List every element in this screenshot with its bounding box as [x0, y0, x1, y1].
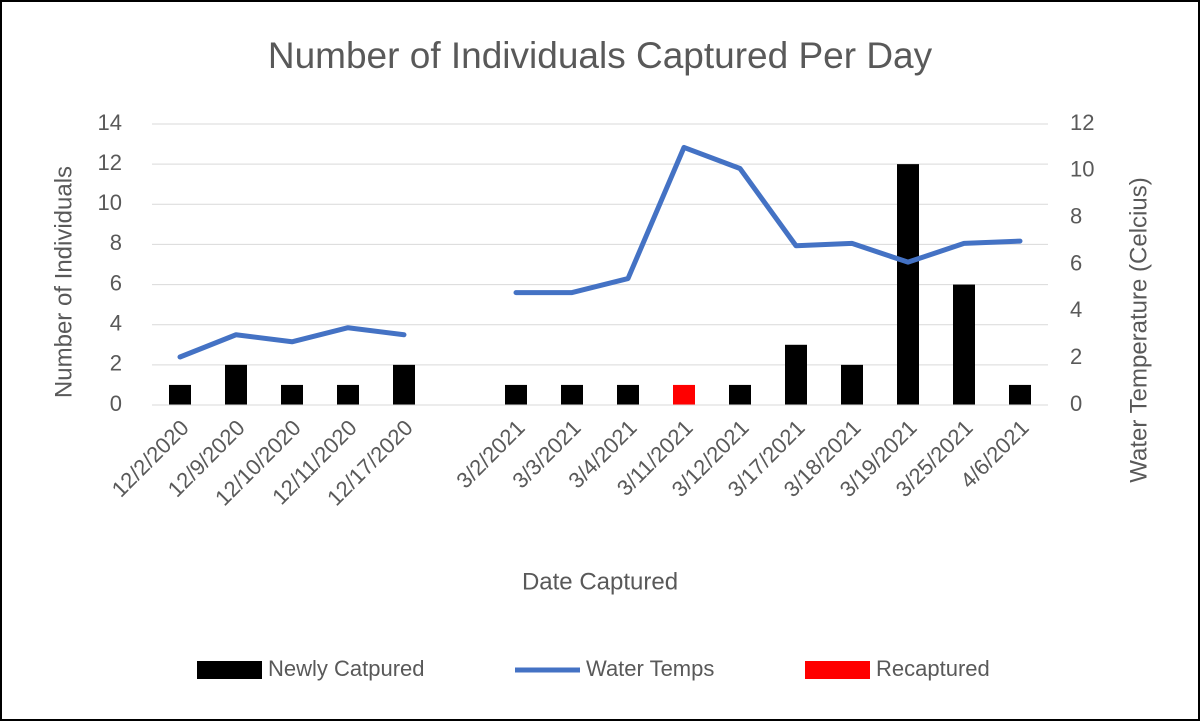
y2-tick-label: 0: [1070, 391, 1082, 416]
bar: [225, 364, 247, 405]
bar: [337, 384, 359, 405]
bar: [785, 344, 807, 405]
line: [177, 144, 1023, 360]
bar: [729, 384, 751, 405]
y-tick-label: 6: [110, 270, 122, 295]
legend-marker: [197, 661, 262, 679]
bar: [1009, 384, 1031, 405]
chart-title: Number of Individuals Captured Per Day: [268, 35, 933, 76]
bar: [953, 284, 975, 405]
bar: [169, 384, 191, 405]
y-tick-label: 12: [98, 150, 122, 175]
bar: [617, 384, 639, 405]
legend-label: Newly Catpured: [268, 656, 425, 681]
y-tick-label: 14: [98, 110, 122, 135]
y-tick-label: 2: [110, 351, 122, 376]
bar: [281, 384, 303, 405]
x-axis-title: Date Captured: [522, 568, 678, 595]
y-tick-label: 0: [110, 391, 122, 416]
bar: [393, 364, 415, 405]
legend-marker: [805, 661, 870, 679]
bar: [505, 384, 527, 405]
y-tick-label: 8: [110, 230, 122, 255]
y2-tick-label: 4: [1070, 297, 1082, 322]
bar: [897, 164, 919, 405]
legend-label: Water Temps: [586, 656, 714, 681]
y2-axis-title: Water Temperature (Celcius): [1125, 177, 1152, 482]
y2-tick-label: 2: [1070, 344, 1082, 369]
bar: [561, 384, 583, 405]
y2-tick-label: 10: [1070, 157, 1094, 182]
y-tick-label: 4: [110, 311, 122, 336]
y-tick-label: 10: [98, 190, 122, 215]
y-axis-title: Number of Individuals: [50, 166, 77, 398]
bar: [841, 364, 863, 405]
legend-label: Recaptured: [876, 656, 990, 681]
y2-tick-label: 6: [1070, 250, 1082, 275]
bar: [673, 384, 695, 405]
y2-tick-label: 12: [1070, 110, 1094, 135]
y2-tick-label: 8: [1070, 203, 1082, 228]
